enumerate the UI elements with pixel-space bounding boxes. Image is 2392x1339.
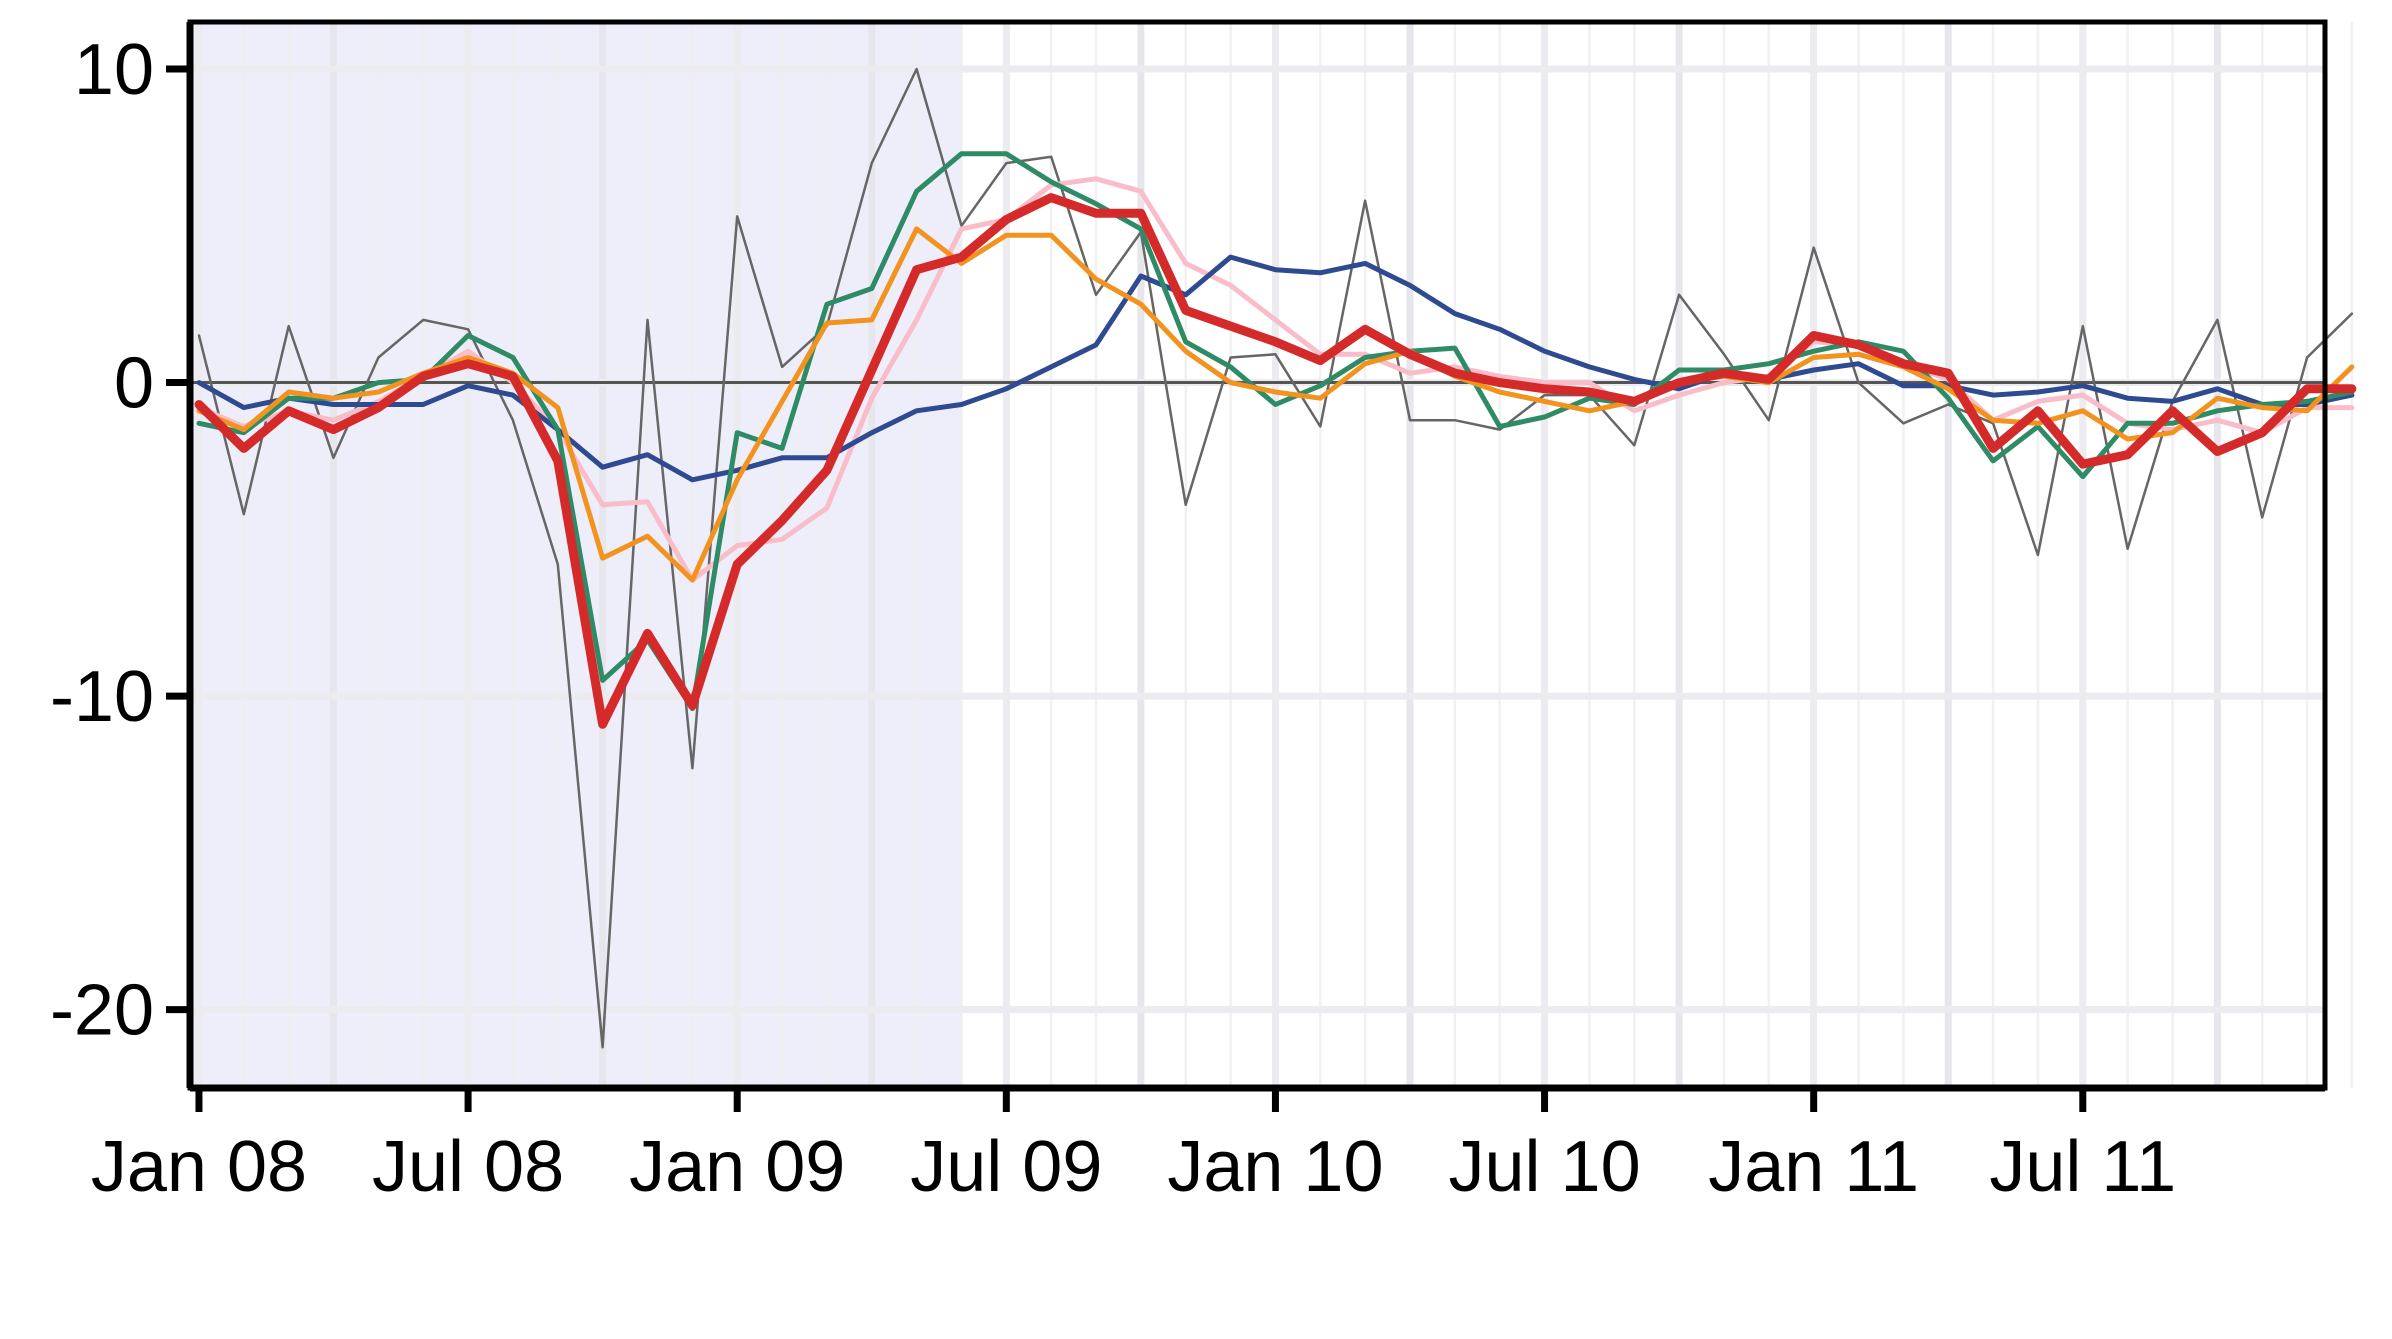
x-tick-label: Jul 09 — [910, 1127, 1102, 1207]
series-line-orange — [196, 226, 2355, 583]
series-line-gray — [197, 67, 2354, 1049]
y-tick-label: 0 — [114, 344, 154, 424]
x-tick-label: Jan 11 — [1708, 1127, 1919, 1207]
x-tick-label: Jul 10 — [1448, 1127, 1640, 1207]
x-tick-label: Jan 09 — [629, 1127, 845, 1207]
x-tick-label: Jul 08 — [372, 1127, 564, 1207]
x-tick-label: Jul 11 — [1989, 1127, 2176, 1207]
y-tick-label: 10 — [74, 30, 154, 110]
x-axis-ticks: Jan 08 Jul 08 Jan 09 Jul 09 Jan 10 Jul 10 Jan … — [91, 1088, 2176, 1207]
series-lines — [194, 67, 2357, 1049]
series-line-red — [194, 193, 2357, 729]
x-tick-label: Jan 10 — [1167, 1127, 1383, 1207]
y-tick-label: -20 — [50, 971, 154, 1051]
axes — [186, 19, 2328, 1092]
series-line-green — [196, 151, 2355, 712]
x-tick-label: Jan 08 — [91, 1127, 307, 1207]
y-tick-label: -10 — [50, 657, 154, 737]
y-axis-ticks: 10 0 -10 -20 — [50, 30, 190, 1051]
